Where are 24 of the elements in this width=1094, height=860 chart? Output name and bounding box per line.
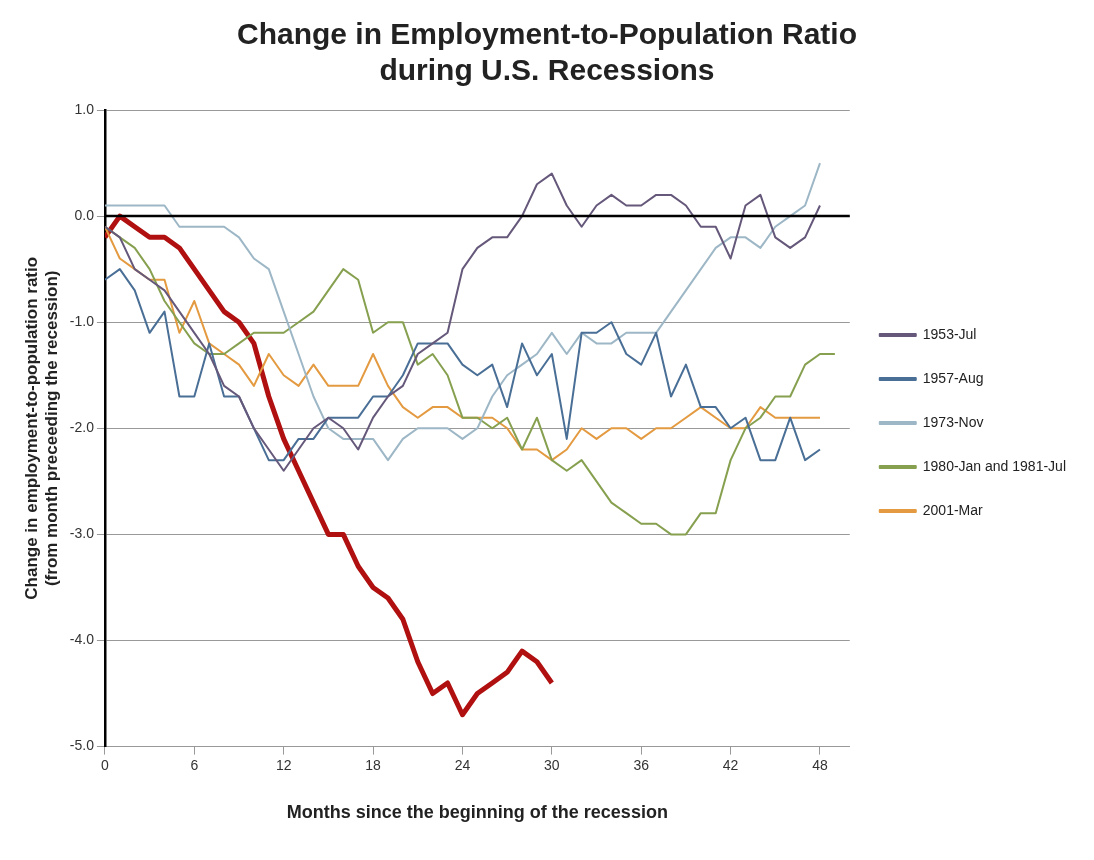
y-tick-label: -3.0 xyxy=(69,525,95,542)
y-tick-label: -5.0 xyxy=(69,737,95,754)
y-tick-label: -2.0 xyxy=(69,419,95,436)
y-tick-label: -1.0 xyxy=(69,313,95,330)
legend-label: 1957-Aug xyxy=(922,369,984,386)
x-tick-label: 6 xyxy=(190,756,199,773)
x-tick-label: 18 xyxy=(365,756,382,773)
legend-label: 1973-Nov xyxy=(922,413,984,430)
legend-label: 1953-Jul xyxy=(922,325,977,342)
legend-label: 2001-Mar xyxy=(922,501,984,518)
x-tick-label: 36 xyxy=(633,756,650,773)
x-tick-label: 42 xyxy=(722,756,739,773)
y-tick-label: -4.0 xyxy=(69,631,95,648)
y-tick-label: 1.0 xyxy=(74,100,95,117)
x-tick-label: 30 xyxy=(544,756,560,773)
legend-label: 1980-Jan and 1981-Jul xyxy=(922,457,1067,474)
y-axis-title: Change in employment-to-population ratio (from month preceeding the recession) xyxy=(21,256,62,600)
chart-title: Change in Employment-to-Population Ratio during U.S. Recessions xyxy=(237,17,857,87)
x-axis-title: Months since the beginning of the recession xyxy=(286,802,668,823)
x-tick-label: 48 xyxy=(812,756,828,773)
x-tick-label: 0 xyxy=(101,756,110,773)
x-tick-label: 24 xyxy=(454,756,471,773)
y-tick-label: 0.0 xyxy=(74,206,95,223)
x-tick-label: 12 xyxy=(275,756,292,773)
